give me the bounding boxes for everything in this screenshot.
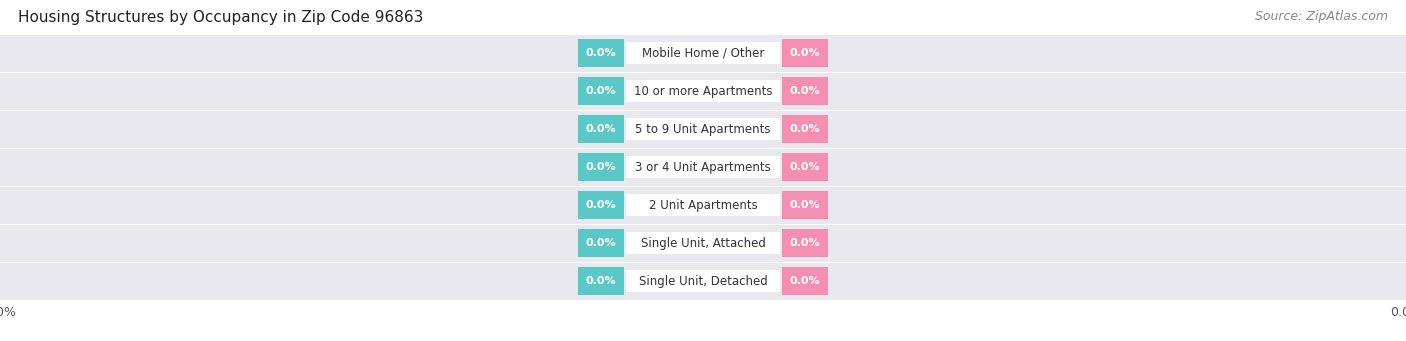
- Text: 0.0%: 0.0%: [585, 86, 616, 96]
- Bar: [626, 270, 780, 292]
- Bar: [0, 263, 1406, 299]
- Text: Single Unit, Detached: Single Unit, Detached: [638, 275, 768, 287]
- Text: 3 or 4 Unit Apartments: 3 or 4 Unit Apartments: [636, 161, 770, 174]
- Text: Single Unit, Attached: Single Unit, Attached: [641, 237, 765, 250]
- Text: 0.0%: 0.0%: [790, 238, 821, 248]
- Bar: [782, 115, 828, 143]
- Bar: [0, 187, 1406, 224]
- Bar: [578, 77, 624, 105]
- Bar: [626, 194, 780, 216]
- Bar: [0, 149, 1406, 186]
- Bar: [578, 191, 624, 219]
- Text: 0.0%: 0.0%: [790, 200, 821, 210]
- Bar: [782, 267, 828, 295]
- Bar: [782, 153, 828, 181]
- Text: 0.0%: 0.0%: [585, 162, 616, 172]
- Bar: [782, 40, 828, 67]
- Bar: [578, 153, 624, 181]
- Text: 0.0%: 0.0%: [790, 124, 821, 134]
- Bar: [0, 225, 1406, 262]
- Text: 10 or more Apartments: 10 or more Apartments: [634, 85, 772, 98]
- Text: 0.0%: 0.0%: [790, 162, 821, 172]
- Bar: [578, 267, 624, 295]
- Text: 0.0%: 0.0%: [585, 276, 616, 286]
- Text: 0.0%: 0.0%: [585, 200, 616, 210]
- Bar: [578, 229, 624, 257]
- Text: 0.0%: 0.0%: [790, 86, 821, 96]
- Text: Mobile Home / Other: Mobile Home / Other: [641, 47, 765, 60]
- Text: 0.0%: 0.0%: [790, 48, 821, 58]
- Bar: [782, 229, 828, 257]
- Bar: [0, 35, 1406, 72]
- Text: 0.0%: 0.0%: [585, 238, 616, 248]
- Bar: [626, 118, 780, 140]
- Bar: [626, 42, 780, 64]
- Bar: [578, 40, 624, 67]
- Text: Housing Structures by Occupancy in Zip Code 96863: Housing Structures by Occupancy in Zip C…: [18, 10, 423, 25]
- Text: 0.0%: 0.0%: [585, 48, 616, 58]
- Bar: [782, 77, 828, 105]
- Text: Source: ZipAtlas.com: Source: ZipAtlas.com: [1254, 10, 1388, 23]
- Text: 0.0%: 0.0%: [585, 124, 616, 134]
- Text: 2 Unit Apartments: 2 Unit Apartments: [648, 198, 758, 211]
- Bar: [0, 110, 1406, 148]
- Bar: [626, 156, 780, 178]
- Bar: [0, 73, 1406, 109]
- Text: 5 to 9 Unit Apartments: 5 to 9 Unit Apartments: [636, 123, 770, 136]
- Text: 0.0%: 0.0%: [790, 276, 821, 286]
- Bar: [782, 191, 828, 219]
- Bar: [626, 232, 780, 254]
- Bar: [626, 80, 780, 102]
- Bar: [578, 115, 624, 143]
